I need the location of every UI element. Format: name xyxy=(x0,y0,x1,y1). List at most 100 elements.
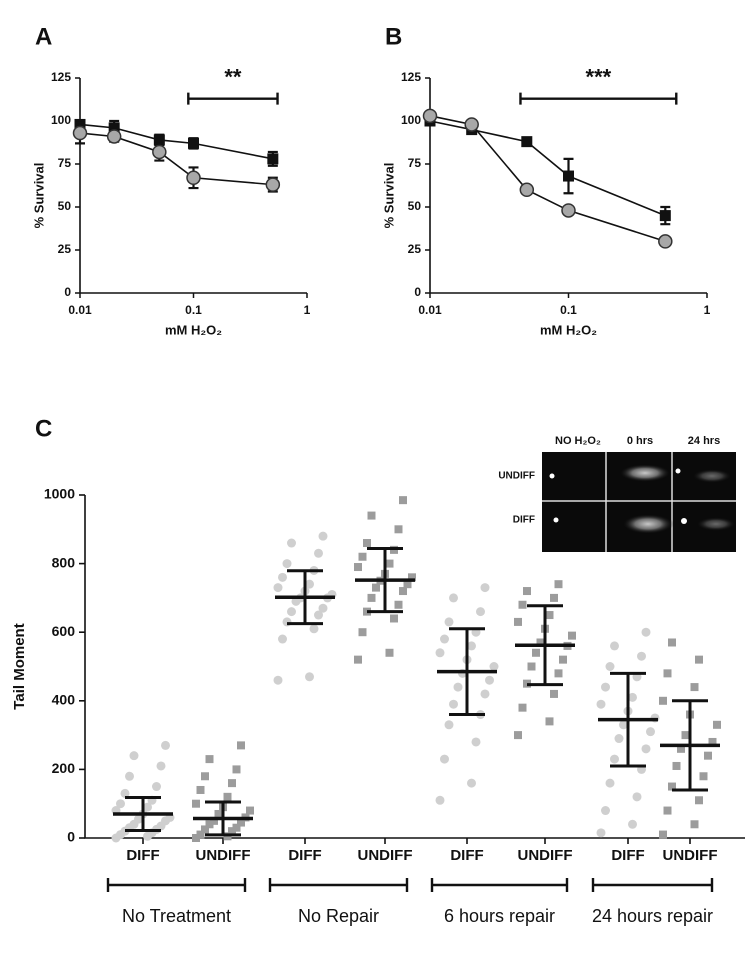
group-bracket xyxy=(268,878,409,892)
data-point xyxy=(385,648,394,657)
inset-row-label: UNDIFF xyxy=(498,471,535,482)
data-point xyxy=(116,799,125,809)
series-line xyxy=(429,120,666,217)
data-point xyxy=(704,751,712,760)
inset-image xyxy=(542,452,736,552)
y-tick-label: 400 xyxy=(52,692,76,708)
data-point xyxy=(453,682,463,692)
data-point xyxy=(201,772,209,781)
data-point xyxy=(601,682,610,692)
x-tick-label: 1 xyxy=(704,303,711,317)
x-tick-label: 1 xyxy=(304,303,311,317)
data-point xyxy=(471,737,481,747)
data-point xyxy=(467,778,476,788)
data-point xyxy=(278,572,287,582)
y-tick-label: 125 xyxy=(401,70,421,84)
data-point xyxy=(554,669,563,678)
data-point xyxy=(210,816,218,825)
data-point xyxy=(527,662,536,671)
data-point xyxy=(601,806,610,816)
data-point xyxy=(681,731,690,740)
y-tick-label: 200 xyxy=(52,760,76,776)
data-point xyxy=(523,587,531,596)
data-point xyxy=(658,234,673,249)
data-point xyxy=(610,641,619,651)
x-tick-label: UNDIFF xyxy=(358,847,413,864)
data-point xyxy=(237,741,245,750)
data-point xyxy=(305,579,314,589)
y-tick-label: 0 xyxy=(414,285,421,299)
inset-row-label: DIFF xyxy=(513,515,535,526)
panel-label: B xyxy=(385,23,402,50)
data-point xyxy=(228,779,236,788)
data-point xyxy=(596,699,606,709)
data-point xyxy=(514,731,522,740)
data-point xyxy=(663,669,672,678)
data-point xyxy=(265,177,281,192)
data-point xyxy=(672,761,681,770)
x-axis-label: mM H₂O₂ xyxy=(165,322,222,337)
data-point xyxy=(713,720,721,729)
x-tick-label: 0.01 xyxy=(418,303,442,317)
data-point xyxy=(385,559,394,568)
data-point xyxy=(514,617,522,626)
data-point xyxy=(422,108,438,124)
y-tick-label: 75 xyxy=(408,156,422,170)
data-point xyxy=(188,137,199,149)
data-point xyxy=(367,511,376,520)
data-point xyxy=(641,627,651,637)
data-point xyxy=(273,583,283,593)
data-point xyxy=(287,538,296,548)
data-point xyxy=(435,648,445,658)
x-tick-label: DIFF xyxy=(611,847,644,864)
y-tick-label: 125 xyxy=(51,70,71,84)
y-axis-label: Tail Moment xyxy=(11,623,28,709)
data-point xyxy=(318,531,328,541)
data-point xyxy=(563,170,574,182)
data-point xyxy=(205,820,214,829)
x-tick-label: DIFF xyxy=(288,847,321,864)
data-point xyxy=(153,134,165,146)
panel-label: A xyxy=(35,23,52,50)
inset-column-label: 24 hrs xyxy=(688,435,720,447)
group-bracket xyxy=(430,878,569,892)
data-point xyxy=(403,580,412,589)
data-point xyxy=(690,820,699,829)
group-bracket xyxy=(591,878,714,892)
data-point xyxy=(614,734,624,744)
data-point xyxy=(444,617,454,627)
data-point xyxy=(246,806,254,815)
data-point xyxy=(152,782,161,792)
data-point xyxy=(519,182,535,198)
y-tick-label: 600 xyxy=(52,623,76,639)
data-point xyxy=(120,788,130,798)
data-point xyxy=(435,795,445,805)
data-point xyxy=(550,689,558,698)
data-point xyxy=(610,754,619,764)
data-point xyxy=(444,720,454,730)
group-label: No Treatment xyxy=(121,906,232,926)
y-axis-label: % Survival xyxy=(381,163,396,229)
significance-label: *** xyxy=(586,64,612,89)
data-point xyxy=(536,638,545,647)
data-point xyxy=(518,600,527,609)
y-tick-label: 50 xyxy=(408,199,422,213)
data-point xyxy=(161,740,170,750)
data-point xyxy=(464,117,479,132)
data-point xyxy=(440,754,449,764)
significance-bracket xyxy=(187,92,279,105)
data-point xyxy=(372,583,380,592)
data-point xyxy=(232,765,241,774)
data-point xyxy=(518,703,527,712)
x-axis-label: mM H₂O₂ xyxy=(540,322,597,337)
data-point xyxy=(561,203,576,218)
data-point xyxy=(449,593,458,603)
data-point xyxy=(668,782,676,791)
data-point xyxy=(314,610,323,620)
data-point xyxy=(196,830,205,839)
y-tick-label: 25 xyxy=(58,242,72,256)
data-point xyxy=(196,785,205,794)
data-point xyxy=(354,563,362,572)
data-point xyxy=(305,672,314,682)
